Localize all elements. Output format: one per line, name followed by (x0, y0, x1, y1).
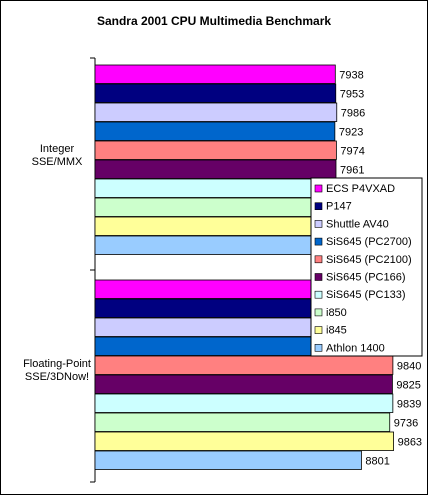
bar (94, 374, 393, 394)
bar (94, 83, 337, 103)
data-label: 7974 (340, 145, 364, 157)
bar (94, 393, 394, 413)
legend-label: i845 (326, 325, 347, 337)
axes (90, 57, 96, 483)
legend-swatch (314, 237, 323, 246)
data-label: 9825 (396, 379, 420, 391)
legend-swatch (314, 343, 323, 352)
category-label: Integer (40, 143, 75, 155)
legend-swatch (314, 308, 323, 317)
data-label: 9839 (397, 398, 421, 410)
legend-swatch (314, 255, 323, 264)
bar (94, 431, 394, 451)
bar (94, 450, 362, 470)
data-label: 7938 (339, 69, 363, 81)
bar (94, 216, 338, 236)
chart-title: Sandra 2001 CPU Multimedia Benchmark (96, 14, 332, 28)
legend-label: Athlon 1400 (326, 342, 385, 354)
category-label: Floating-Point (23, 358, 91, 370)
legend-label: SiS645 (PC2100) (326, 254, 412, 266)
legend-label: SiS645 (PC166) (326, 272, 406, 284)
legend-swatch (314, 220, 323, 228)
legend-box (310, 177, 423, 357)
legend-swatch (314, 184, 323, 193)
legend-label: SiS645 (PC133) (326, 289, 406, 301)
bar (94, 412, 391, 432)
data-label: 9840 (397, 360, 421, 372)
bar (94, 355, 394, 375)
legend: ECS P4VXAD P147 Shuttle AV40 SiS645 (PC2700… (310, 177, 423, 357)
data-label: 8801 (365, 455, 389, 467)
data-label: 7986 (341, 107, 365, 119)
data-label: 7953 (340, 88, 364, 100)
bar (94, 235, 328, 255)
legend-swatch (314, 326, 323, 334)
legend-label: ECS P4VXAD (326, 183, 395, 195)
data-label: 7923 (339, 126, 363, 138)
data-label: 9863 (398, 436, 422, 448)
legend-label: Shuttle AV40 (326, 218, 389, 230)
bar (94, 178, 337, 198)
bar (94, 197, 336, 217)
legend-swatch (314, 202, 323, 210)
legend-label: SiS645 (PC2700) (326, 236, 412, 248)
data-label: 9736 (394, 417, 418, 429)
bar (94, 140, 337, 160)
legend-swatch (314, 290, 323, 299)
legend-label: P147 (326, 201, 352, 213)
bar (94, 121, 336, 141)
data-label: 7961 (340, 164, 364, 176)
legend-label: i850 (326, 307, 347, 319)
bar (94, 159, 337, 179)
category-label: SSE/MMX (32, 156, 83, 168)
legend-swatch (314, 273, 323, 281)
bar (94, 102, 338, 122)
bar (94, 64, 336, 84)
category-label: SSE/3DNow! (25, 371, 89, 383)
